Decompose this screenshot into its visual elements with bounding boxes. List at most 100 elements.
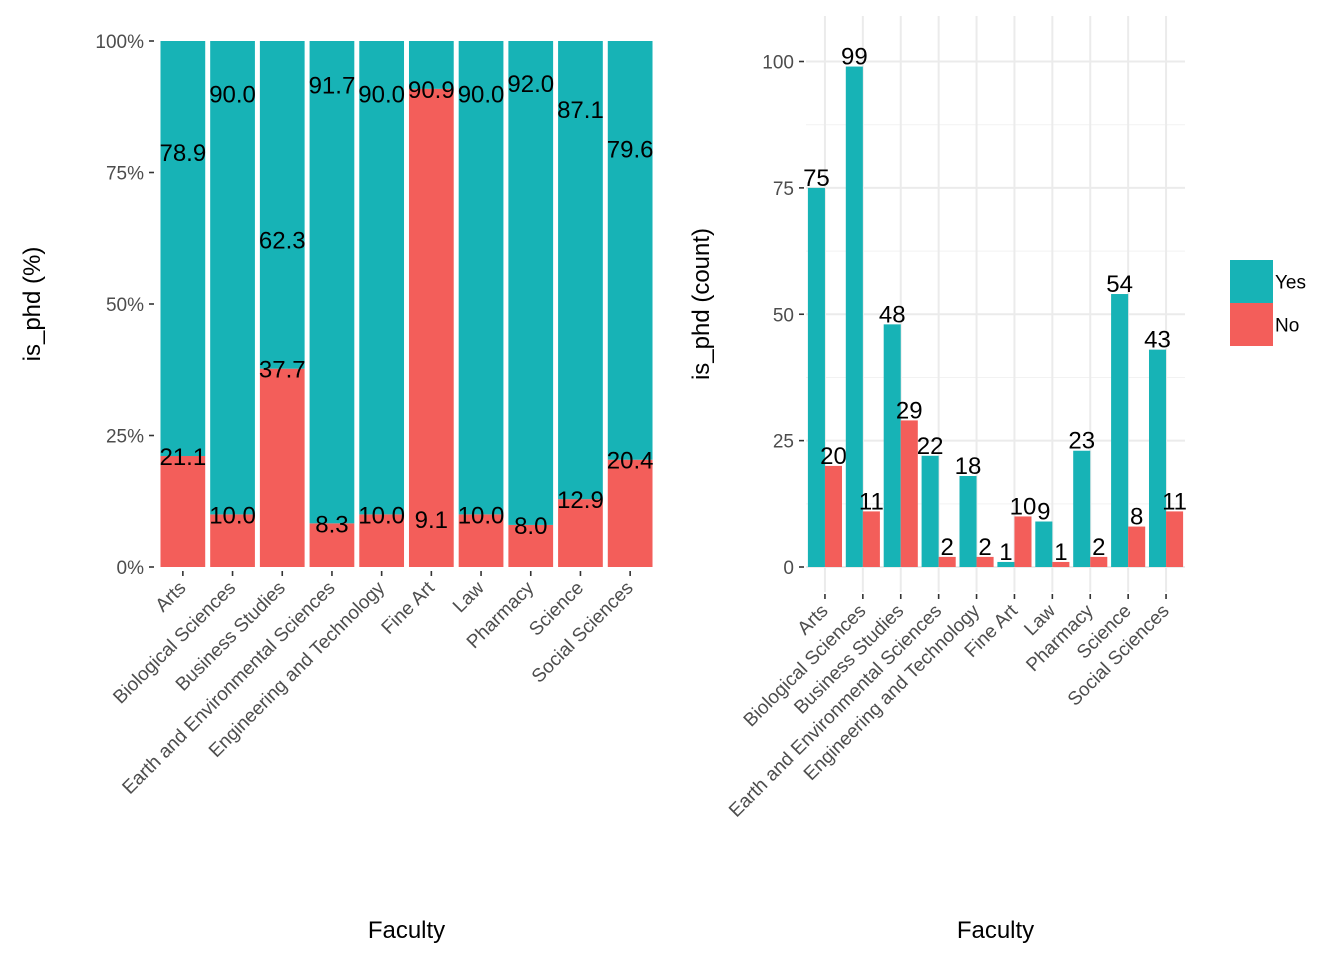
data-label-no: 29: [896, 397, 923, 424]
bar-yes-engineering-and-technology: [359, 41, 405, 515]
y-axis-title: is_phd (%): [19, 247, 46, 362]
bar-yes-pharmacy: [508, 41, 554, 525]
data-label-yes: 75: [803, 165, 830, 192]
y-tick-label: 75%: [106, 164, 144, 185]
y-tick-label: 75: [773, 179, 794, 200]
data-label-yes: 92.0: [507, 71, 554, 98]
bar-no-social-sciences: [607, 459, 653, 567]
bar-yes-law: [458, 41, 504, 515]
data-label-no: 20.4: [607, 448, 654, 475]
data-label-no: 10.0: [458, 502, 505, 529]
data-label-no: 2: [978, 534, 991, 561]
bar-yes-social-sciences: [607, 41, 653, 460]
bar-no-earth-and-environmental-sciences: [309, 523, 355, 567]
bar-yes-science: [1111, 294, 1129, 567]
bar-yes-social-sciences: [1148, 349, 1167, 567]
bar-no-engineering-and-technology: [359, 514, 405, 567]
data-label-no: 90.9: [408, 77, 455, 104]
data-label-yes: 18: [955, 453, 982, 480]
data-label-yes: 9.1: [415, 507, 448, 534]
bar-yes-arts: [160, 41, 206, 457]
legend: Yes No: [1230, 260, 1306, 346]
y-tick-label: 25%: [106, 427, 144, 448]
x-axis-title: Faculty: [368, 917, 445, 944]
bar-yes-earth-and-environmental-sciences: [309, 41, 355, 524]
data-label-yes: 87.1: [557, 97, 604, 124]
bar-yes-biological-sciences: [210, 41, 255, 515]
bar-no-business-studies: [259, 368, 305, 567]
percent-stacked-bar-chart: 0%25%50%75%100%78.921.1Arts90.010.0Biolo…: [19, 32, 654, 944]
bar-no-biological-sciences: [210, 514, 255, 567]
y-tick-label: 50%: [106, 295, 144, 316]
data-label-no: 10.0: [358, 502, 405, 529]
data-label-no: 11: [859, 488, 884, 515]
bar-no-science: [558, 499, 603, 567]
data-label-yes: 99: [841, 44, 868, 71]
data-label-no: 8: [1130, 504, 1143, 531]
data-label-yes: 79.6: [607, 136, 654, 163]
bar-yes-business-studies: [883, 324, 901, 567]
data-label-yes: 91.7: [309, 73, 356, 100]
bar-no-law: [458, 514, 504, 567]
bar-no-social-sciences: [1166, 511, 1184, 567]
y-tick-label: 0%: [117, 558, 145, 579]
bar-yes-engineering-and-technology: [959, 476, 977, 567]
data-label-yes: 23: [1068, 428, 1095, 455]
x-tick-label: Arts: [152, 578, 191, 617]
data-label-yes: 78.9: [159, 140, 206, 167]
data-label-no: 20: [820, 443, 847, 470]
bar-no-biological-sciences: [862, 511, 880, 567]
bar-yes-pharmacy: [1073, 450, 1091, 567]
data-label-yes: 22: [917, 433, 944, 460]
legend-label-no: No: [1275, 316, 1299, 337]
data-label-yes: 43: [1144, 327, 1171, 354]
bar-no-earth-and-environmental-sciences: [938, 556, 956, 567]
data-label-yes: 9: [1037, 499, 1050, 526]
data-label-no: 8.3: [315, 511, 348, 538]
bar-no-business-studies: [900, 420, 918, 567]
y-tick-label: 50: [773, 305, 794, 326]
data-label-no: 2: [940, 534, 953, 561]
data-label-no: 8.0: [514, 513, 547, 540]
data-label-yes: 90.0: [209, 82, 256, 109]
bar-no-fine-art: [1014, 516, 1032, 567]
legend-key-yes: [1230, 260, 1273, 303]
bar-no-pharmacy: [1090, 556, 1108, 567]
bar-no-science: [1128, 526, 1146, 567]
bar-yes-fine-art: [408, 41, 454, 89]
y-axis-title: is_phd (count): [688, 228, 715, 380]
bar-no-arts: [160, 456, 206, 567]
x-axis-title: Faculty: [957, 917, 1034, 944]
y-tick-label: 25: [773, 432, 794, 453]
x-tick-label: Fine Art: [378, 577, 440, 639]
data-label-no: 37.7: [259, 357, 306, 384]
bar-no-fine-art: [408, 88, 454, 567]
bar-yes-biological-sciences: [845, 66, 863, 568]
bar-no-pharmacy: [508, 524, 554, 567]
bar-yes-fine-art: [997, 561, 1015, 567]
data-label-yes: 48: [879, 301, 906, 328]
data-label-yes: 90.0: [458, 82, 505, 109]
data-label-no: 1: [1054, 539, 1067, 566]
legend-label-yes: Yes: [1275, 273, 1306, 294]
data-label-yes: 54: [1106, 271, 1133, 298]
bar-yes-earth-and-environmental-sciences: [921, 455, 939, 567]
bar-yes-law: [1035, 521, 1053, 567]
bar-no-arts: [824, 465, 843, 567]
bar-yes-arts: [807, 187, 825, 567]
bar-yes-business-studies: [259, 41, 305, 369]
x-tick-label: Earth and Environmental Sciences: [119, 578, 340, 799]
data-label-no: 11: [1162, 488, 1187, 515]
data-label-yes: 62.3: [259, 227, 306, 254]
data-label-no: 2: [1092, 534, 1105, 561]
x-tick-label: Law: [449, 577, 489, 617]
data-label-yes: 90.0: [358, 82, 405, 109]
data-label-no: 10: [1010, 493, 1037, 520]
y-tick-label: 100%: [95, 32, 144, 53]
data-label-yes: 1: [999, 539, 1012, 566]
data-label-no: 12.9: [557, 487, 604, 514]
legend-key-no: [1230, 303, 1273, 346]
